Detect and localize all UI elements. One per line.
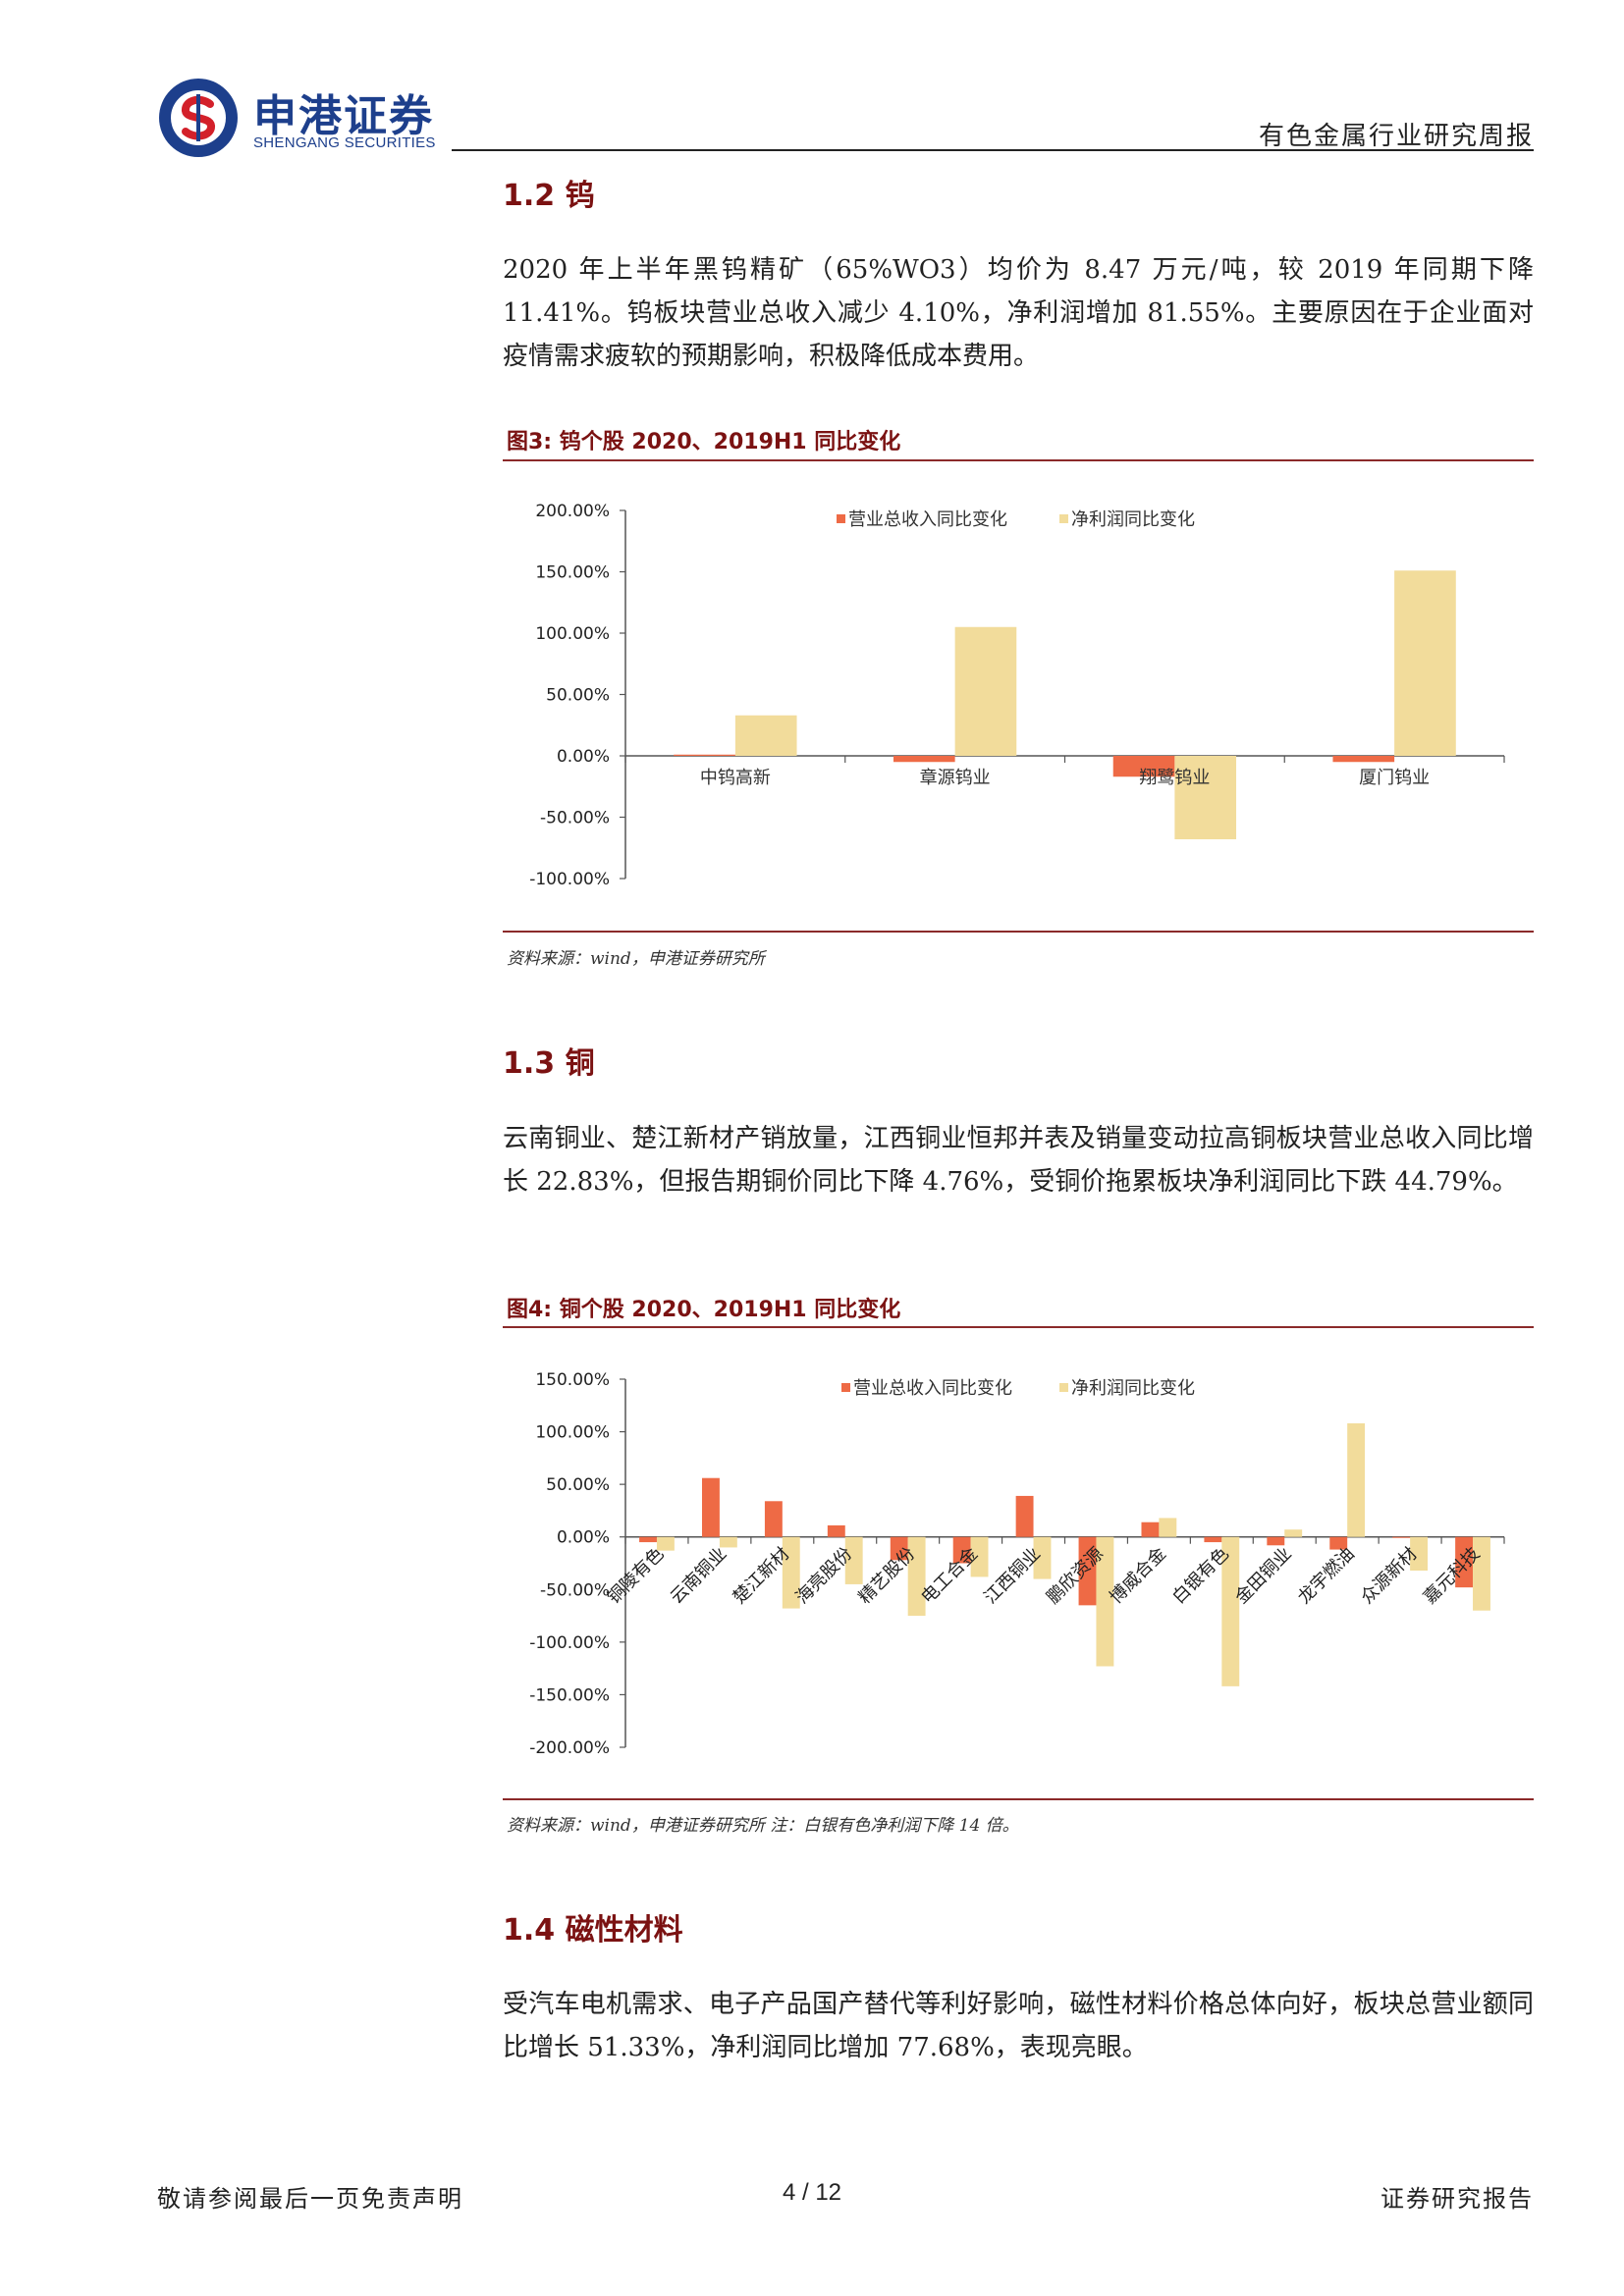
legend-label: 营业总收入同比变化 (853, 1378, 1012, 1399)
figure-divider-top (503, 459, 1534, 461)
tungsten-chart: 200.00% 150.00% 100.00% 50.00% 0.00% -50.00% -… (529, 502, 1505, 889)
y-tick-label: -50.00% (540, 809, 610, 828)
page-number: 4 / 12 (782, 2179, 842, 2206)
category-label: 金田铜业 (1231, 1543, 1296, 1608)
bar (1033, 1536, 1052, 1579)
logo-text-cn: 申港证券 (253, 91, 434, 141)
bar (1141, 1522, 1160, 1537)
logo-text-en: SHENGANG SECURITIES (253, 134, 436, 151)
category-label: 龙宇燃油 (1294, 1543, 1359, 1608)
figure-divider-top (503, 1326, 1534, 1328)
legend-swatch (1059, 1383, 1068, 1392)
y-tick-label: -150.00% (529, 1685, 610, 1705)
bar (764, 1501, 783, 1537)
section-paragraph-copper: 云南铜业、楚江新材产销放量，江西铜业恒邦并表及销量变动拉高铜板块营业总收入同比增… (503, 1124, 1534, 1197)
bar (719, 1536, 737, 1548)
figure-title-3: 图3: 钨个股 2020、2019H1 同比变化 (507, 430, 901, 454)
y-tick-label: -100.00% (529, 870, 610, 889)
bar (1221, 1536, 1240, 1686)
y-tick-label: 200.00% (535, 502, 610, 521)
category-label: 云南铜业 (667, 1543, 731, 1608)
bar (1159, 1518, 1177, 1537)
section-title-magnetic: 1.4 磁性材料 (503, 1913, 683, 1948)
legend-swatch (841, 1383, 850, 1392)
bar (782, 1536, 800, 1609)
y-tick-label: 50.00% (546, 1475, 610, 1495)
figure-divider-bottom (503, 1798, 1534, 1800)
report-title: 有色金属行业研究周报 (1258, 122, 1534, 151)
bar (1112, 756, 1175, 777)
section-paragraph-magnetic: 受汽车电机需求、电子产品国产替代等利好影响，磁性材料价格总体向好，板块总营业额同… (503, 1990, 1534, 2062)
footer-disclaimer: 敬请参阅最后一页免责声明 (157, 2185, 463, 2213)
category-label: 中钨高新 (700, 768, 771, 788)
bar (1174, 756, 1237, 839)
bar (734, 715, 797, 756)
bar (970, 1536, 989, 1577)
legend-label: 营业总收入同比变化 (848, 509, 1007, 530)
bar (954, 626, 1017, 756)
legend-label: 净利润同比变化 (1071, 1378, 1195, 1399)
bar (656, 1536, 675, 1551)
category-label: 众源新材 (1357, 1543, 1422, 1608)
legend-swatch (1059, 514, 1068, 523)
bar (639, 1536, 657, 1543)
bar (1015, 1495, 1034, 1537)
category-label: 铜陵有色 (604, 1543, 669, 1608)
figure-divider-bottom (503, 931, 1534, 933)
bar (827, 1524, 845, 1537)
legend-swatch (837, 514, 845, 523)
legend-label: 净利润同比变化 (1071, 509, 1195, 530)
category-label: 博威合金 (1106, 1543, 1170, 1608)
y-tick-label: 150.00% (535, 1370, 610, 1390)
copper-chart: 150.00% 100.00% 50.00% 0.00% -50.00% -100.00%… (529, 1370, 1505, 1758)
bar (1410, 1536, 1429, 1571)
bar (952, 1536, 971, 1564)
bar (893, 756, 955, 763)
bar (1284, 1529, 1303, 1537)
category-label: 厦门钨业 (1359, 768, 1430, 788)
bar (1204, 1536, 1222, 1543)
bar (1267, 1536, 1285, 1546)
category-label: 章源钨业 (920, 768, 991, 788)
y-tick-label: 100.00% (535, 1423, 610, 1443)
y-tick-label: 100.00% (535, 624, 610, 644)
section-paragraph-tungsten: 2020 年上半年黑钨精矿（65%WO3）均价为 8.47 万元/吨，较 201… (503, 255, 1534, 371)
y-tick-label: -200.00% (529, 1738, 610, 1758)
footer-report-type: 证券研究报告 (1380, 2185, 1534, 2213)
bar (1332, 756, 1395, 763)
figure-source-4: 资料来源：wind，申港证券研究所 注：白银有色净利润下降 14 倍。 (507, 1816, 1019, 1836)
header-divider (452, 149, 1534, 151)
bar (907, 1536, 926, 1617)
section-title-tungsten: 1.2 钨 (503, 179, 595, 213)
bar (1078, 1536, 1097, 1606)
section-title-copper: 1.3 铜 (503, 1046, 595, 1081)
bar (890, 1536, 908, 1561)
logo-icon (159, 79, 238, 157)
y-tick-label: -100.00% (529, 1633, 610, 1653)
bar (1455, 1536, 1474, 1588)
y-tick-label: 50.00% (546, 686, 610, 706)
bar (844, 1536, 863, 1584)
y-tick-label: 0.00% (557, 747, 610, 767)
category-label: 翔鹭钨业 (1139, 768, 1210, 788)
bar (701, 1477, 720, 1537)
y-tick-label: 150.00% (535, 563, 610, 583)
bar (1347, 1423, 1366, 1537)
bar (1473, 1536, 1490, 1611)
bar (1096, 1536, 1114, 1667)
bar (1392, 1536, 1411, 1538)
figure-title-4: 图4: 铜个股 2020、2019H1 同比变化 (507, 1298, 901, 1322)
bar (1329, 1536, 1348, 1550)
figure-source-3: 资料来源：wind，申港证券研究所 (507, 949, 765, 969)
bar (674, 754, 735, 756)
y-tick-label: 0.00% (557, 1528, 610, 1548)
y-tick-label: -50.00% (540, 1580, 610, 1600)
bar (1394, 570, 1456, 756)
